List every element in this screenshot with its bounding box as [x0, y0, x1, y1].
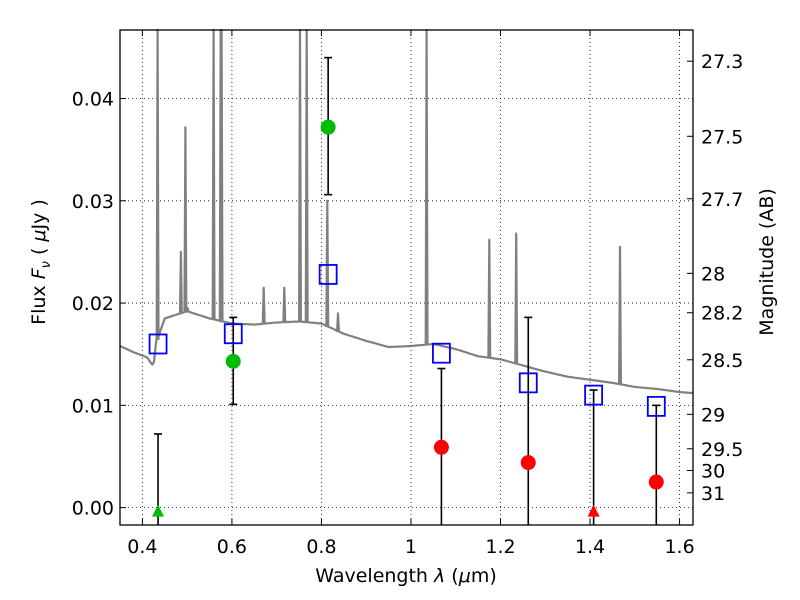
y2-tick-label: 28: [701, 263, 725, 285]
measured-flux-point: [648, 474, 664, 490]
upper-limit-marker: [587, 504, 600, 517]
x-tick-label: 1.6: [664, 536, 694, 558]
y2-tick-label: 28.5: [701, 350, 743, 372]
y2-tick-label: 29.5: [701, 439, 743, 461]
y2-tick-label: 28.2: [701, 303, 743, 325]
template-spectrum: [119, 28, 694, 395]
y2-tick-label: 27.3: [701, 51, 743, 73]
measured-flux-point: [433, 439, 449, 455]
x-tick-label: 0.6: [217, 536, 247, 558]
y2-tick-label: 27.7: [701, 189, 743, 211]
measured-flux-point: [225, 353, 241, 369]
axes: 0.4 0.6 0.8 1 1.2 1.4 1.6 0.00 0.01 0.02 0.03 0.04 2…: [72, 30, 743, 558]
measured-flux-point: [320, 119, 336, 135]
y2-axis-label: Magnitude (AB): [756, 188, 778, 336]
error-bars: [154, 56, 661, 525]
model-flux-square: [148, 333, 168, 355]
model-flux-square: [432, 342, 451, 364]
y-axis-label: Flux Fν ( μJy ): [28, 199, 54, 325]
y2-tick-label: 29: [701, 404, 725, 426]
x-tick-label: 1: [405, 536, 417, 558]
upper-limit-marker: [152, 504, 165, 517]
measured-flux-point: [520, 455, 536, 471]
model-flux-square: [223, 323, 243, 345]
y-tick-label: 0.00: [72, 498, 114, 520]
model-flux-square: [584, 384, 604, 406]
y2-tick-label: 27.5: [701, 126, 743, 148]
data-markers: [148, 119, 666, 517]
y-tick-label: 0.01: [72, 395, 114, 417]
plot-frame: [119, 29, 694, 526]
y-tick-label: 0.04: [72, 89, 114, 111]
x-axis-label: Wavelength λ (μm): [315, 565, 496, 587]
model-flux-square: [646, 395, 666, 417]
model-flux-square: [518, 372, 538, 394]
y-tick-label: 0.03: [72, 191, 114, 213]
y-tick-label: 0.02: [72, 293, 114, 315]
y2-tick-label: 30: [701, 460, 725, 482]
grid-lines: [120, 30, 693, 525]
x-tick-label: 1.4: [575, 536, 605, 558]
x-tick-label: 0.4: [127, 536, 157, 558]
x-tick-label: 0.8: [306, 536, 336, 558]
y2-tick-label: 31: [701, 483, 725, 505]
x-tick-label: 1.2: [485, 536, 515, 558]
model-flux-square: [318, 264, 338, 285]
template-spectrum-line: [119, 28, 694, 395]
